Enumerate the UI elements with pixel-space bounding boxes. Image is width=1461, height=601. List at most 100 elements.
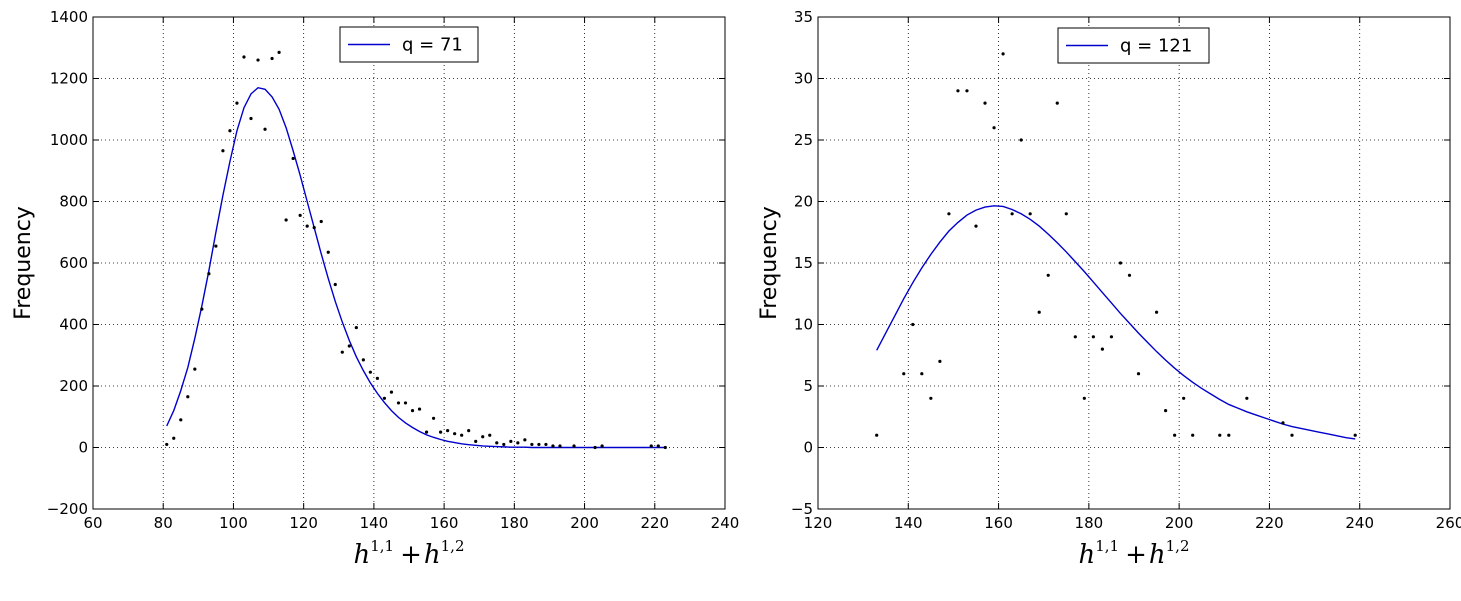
y-tick-label: 15 xyxy=(794,254,813,272)
data-point xyxy=(277,50,281,54)
data-point xyxy=(1064,212,1068,216)
data-point xyxy=(537,442,541,447)
data-point xyxy=(558,444,562,448)
y-tick-label: 1200 xyxy=(50,70,88,88)
x-tick-label: 120 xyxy=(804,514,833,532)
x-tick-label: 140 xyxy=(360,514,389,532)
y-tick-label: 0 xyxy=(78,439,88,457)
data-point xyxy=(947,212,951,216)
data-point xyxy=(1290,433,1294,437)
legend-label: q = 71 xyxy=(402,35,463,56)
y-tick-label: 800 xyxy=(59,193,88,211)
legend-label: q = 121 xyxy=(1120,36,1192,57)
data-point xyxy=(200,307,204,311)
x-tick-label: 240 xyxy=(1345,514,1374,532)
x-tick-label: 180 xyxy=(1075,514,1104,532)
data-point xyxy=(530,442,534,447)
x-tick-label: 180 xyxy=(500,514,529,532)
data-point xyxy=(214,244,218,248)
x-axis-label-superscript: 1,1 xyxy=(370,537,394,555)
data-point xyxy=(1227,433,1231,437)
x-axis-label: h1,1 +h1,2 xyxy=(1078,537,1189,570)
data-point xyxy=(992,126,996,130)
data-point xyxy=(1245,396,1249,400)
data-point xyxy=(956,89,960,93)
data-point xyxy=(509,439,513,443)
data-point xyxy=(911,322,915,327)
x-tick-label: 100 xyxy=(219,514,248,532)
data-point xyxy=(1082,396,1086,400)
y-tick-label: 25 xyxy=(794,131,813,149)
x-tick-label: 200 xyxy=(570,514,599,532)
data-point xyxy=(481,435,485,439)
data-point xyxy=(453,432,457,436)
data-point xyxy=(983,101,987,105)
x-tick-label: 60 xyxy=(83,514,102,532)
data-point xyxy=(179,418,183,422)
y-tick-label: −200 xyxy=(47,500,88,518)
data-point xyxy=(284,218,288,222)
x-tick-label: 220 xyxy=(640,514,669,532)
data-point xyxy=(523,438,527,442)
data-point xyxy=(1037,310,1041,314)
y-tick-label: 1400 xyxy=(50,8,88,26)
data-point xyxy=(965,89,969,93)
data-point xyxy=(656,444,660,448)
data-point xyxy=(1091,335,1095,339)
y-tick-label: 20 xyxy=(794,193,813,211)
data-point xyxy=(1100,347,1104,351)
data-point xyxy=(446,428,450,433)
data-point xyxy=(298,213,302,217)
x-axis-label-operator: + xyxy=(1125,540,1147,570)
data-point xyxy=(326,250,330,254)
data-point xyxy=(467,428,471,433)
y-tick-label: 5 xyxy=(803,377,813,395)
data-point xyxy=(1164,409,1168,413)
data-point xyxy=(249,116,253,121)
data-point xyxy=(544,442,548,447)
data-point xyxy=(1046,273,1050,277)
data-point xyxy=(593,445,597,450)
data-point xyxy=(305,224,309,228)
data-point xyxy=(1173,433,1177,437)
data-point xyxy=(361,358,365,362)
data-point xyxy=(221,149,225,153)
fit-curve-line xyxy=(876,205,1356,440)
data-point xyxy=(1118,261,1123,265)
x-tick-label: 220 xyxy=(1255,514,1284,532)
plot-frame xyxy=(92,16,726,510)
data-point xyxy=(938,359,942,363)
x-tick-label: 140 xyxy=(894,514,923,532)
data-point xyxy=(1353,433,1357,437)
data-point xyxy=(974,224,978,228)
data-point xyxy=(502,442,506,447)
data-point xyxy=(340,350,344,354)
data-point xyxy=(1182,396,1186,400)
data-point xyxy=(228,129,232,133)
y-tick-label: 1000 xyxy=(50,131,88,149)
data-point xyxy=(242,55,246,59)
x-axis-label-operator: + xyxy=(400,540,422,570)
data-point xyxy=(354,325,358,330)
y-tick-label: 10 xyxy=(794,316,813,334)
data-point xyxy=(333,282,337,287)
x-axis-label-superscript: 1,1 xyxy=(1095,537,1119,555)
x-tick-label: 160 xyxy=(430,514,459,532)
data-point xyxy=(1154,310,1159,314)
data-point xyxy=(1001,52,1005,56)
data-point xyxy=(347,344,351,348)
legend: q = 71 xyxy=(339,26,479,63)
data-point xyxy=(1073,335,1077,339)
data-point xyxy=(424,430,429,434)
x-tick-label: 260 xyxy=(1436,514,1461,532)
x-axis-label-symbol: h xyxy=(353,540,370,570)
data-point xyxy=(551,444,555,448)
y-axis-label: Frequency xyxy=(757,206,782,320)
data-point xyxy=(312,226,316,230)
x-tick-label: 160 xyxy=(984,514,1013,532)
data-point xyxy=(902,372,906,376)
y-tick-label: −5 xyxy=(791,500,813,518)
y-tick-label: 400 xyxy=(59,316,88,334)
data-point xyxy=(270,56,274,61)
